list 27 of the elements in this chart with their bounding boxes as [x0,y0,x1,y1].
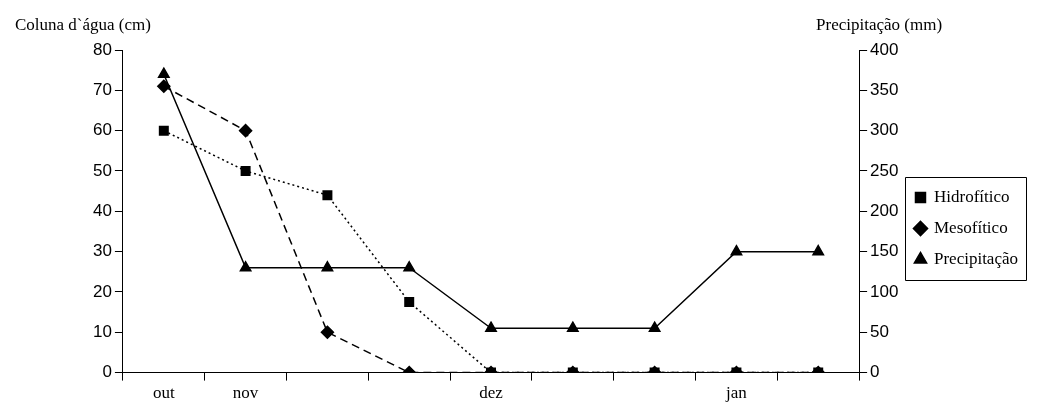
y2-tick-label: 250 [870,160,899,180]
x-tick-label: out [152,383,175,403]
legend-label: Precipitação [933,248,1018,268]
y-tick-label: 70 [92,80,112,100]
y-tick-label: 50 [92,160,112,180]
y-tick-label: 0 [102,362,112,382]
y2-tick-label: 150 [870,241,899,261]
x-tick-label: nov [232,383,259,403]
y2-tick-label: 50 [870,321,890,341]
y2-tick-label: 400 [870,39,899,59]
legend-label: Mesofítico [933,217,1008,237]
y2-tick-label: 0 [870,362,880,382]
y2-tick-label: 300 [870,120,899,140]
y-tick-label: 20 [92,281,112,301]
y2-tick-label: 350 [870,80,899,100]
y2-tick-label: 200 [870,200,899,220]
x-tick-label: dez [479,383,504,403]
y2-axis-title: Precipitação (mm) [816,14,943,34]
legend-label: Hidrofítico [933,186,1010,206]
y-axis-title: Coluna d`água (cm) [14,14,151,34]
y-tick-label: 40 [92,200,112,220]
y2-tick-label: 100 [870,281,899,301]
y-tick-label: 80 [92,39,112,59]
y-tick-label: 10 [92,321,112,341]
y-tick-label: 60 [92,120,112,140]
y-tick-label: 30 [92,241,112,261]
x-tick-label: jan [725,383,748,403]
